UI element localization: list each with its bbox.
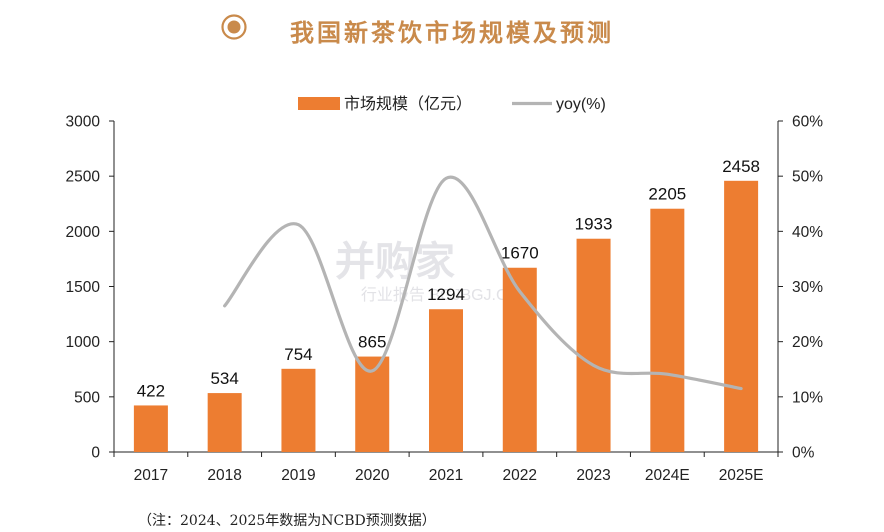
yoy-line [223, 175, 743, 391]
bar-line-chart: 并购家 行业报告 BGJBGJ.CN 市场规模（亿元） yoy(%) 0 500 10… [66, 95, 824, 484]
x-axis: 2017 2018 2019 2020 2021 2022 2023 2024E 2025E [113, 451, 779, 484]
bars [133, 180, 759, 452]
x-axis-tick-label: 2022 [503, 467, 537, 484]
legend-bar-swatch [298, 97, 340, 110]
left-axis-tick-label: 500 [74, 389, 100, 406]
left-axis-tick-label: 0 [91, 445, 100, 462]
bar-value-label: 422 [137, 381, 165, 400]
header: 我国新茶饮市场规模及预测 [0, 0, 884, 60]
bar [281, 368, 316, 452]
x-axis-tick-label: 2018 [207, 467, 241, 484]
left-axis-tick-label: 1500 [66, 279, 101, 296]
right-axis-tick-label: 50% [792, 169, 823, 186]
target-circle-icon [221, 14, 247, 40]
legend-bar-label: 市场规模（亿元） [344, 95, 472, 113]
left-axis-tick-label: 2500 [66, 169, 101, 186]
bar [502, 267, 537, 452]
bar [724, 180, 759, 452]
bar-value-label: 534 [210, 369, 238, 388]
left-axis-tick-label: 1000 [66, 334, 101, 351]
bar-value-label: 2458 [722, 157, 760, 176]
legend: 市场规模（亿元） yoy(%) [298, 95, 606, 113]
footnote: （注：2024、2025年数据为NCBD预测数据） [138, 513, 436, 529]
bar [207, 393, 242, 452]
bar [429, 309, 463, 452]
x-axis-tick-label: 2020 [355, 467, 390, 484]
bar-value-label: 865 [358, 333, 386, 352]
left-axis: 0 500 1000 1500 2000 2500 3000 [66, 114, 115, 462]
right-axis-tick-label: 30% [792, 279, 823, 296]
left-axis-tick-label: 3000 [66, 114, 101, 131]
bar [133, 405, 168, 452]
x-axis-tick-label: 2019 [281, 467, 315, 484]
yoy-line-layer [223, 175, 743, 391]
right-axis: 0% 10% 20% 30% 40% 50% 60% [777, 114, 823, 462]
right-axis-tick-label: 60% [792, 114, 823, 131]
bar-value-label: 1670 [501, 244, 539, 263]
x-axis-tick-label: 2017 [134, 467, 168, 484]
bar-value-label: 754 [284, 345, 312, 364]
bar-value-label: 1294 [427, 285, 465, 304]
bar-labels: 422 534 754 865 1294 1670 1933 2205 2458 [137, 157, 760, 401]
x-axis-tick-label: 2025E [719, 467, 764, 484]
right-axis-tick-label: 40% [792, 224, 823, 241]
bar-value-label: 2205 [648, 185, 686, 204]
watermark-main: 并购家 [335, 240, 455, 284]
bar [576, 238, 611, 452]
chart-title: 我国新茶饮市场规模及预测 [290, 18, 614, 47]
x-axis-tick-label: 2023 [576, 467, 610, 484]
right-axis-tick-label: 10% [792, 389, 823, 406]
right-axis-tick-label: 20% [792, 334, 823, 351]
x-axis-tick-label: 2021 [429, 467, 463, 484]
bar-value-label: 1933 [575, 215, 613, 234]
x-axis-tick-label: 2024E [645, 467, 690, 484]
bar [650, 208, 685, 452]
watermark: 并购家 行业报告 BGJBGJ.CN [335, 240, 519, 304]
left-axis-tick-label: 2000 [66, 224, 101, 241]
watermark-sub: 行业报告 BGJBGJ.CN [361, 286, 519, 304]
legend-line-label: yoy(%) [556, 96, 606, 113]
right-axis-tick-label: 0% [792, 445, 815, 462]
